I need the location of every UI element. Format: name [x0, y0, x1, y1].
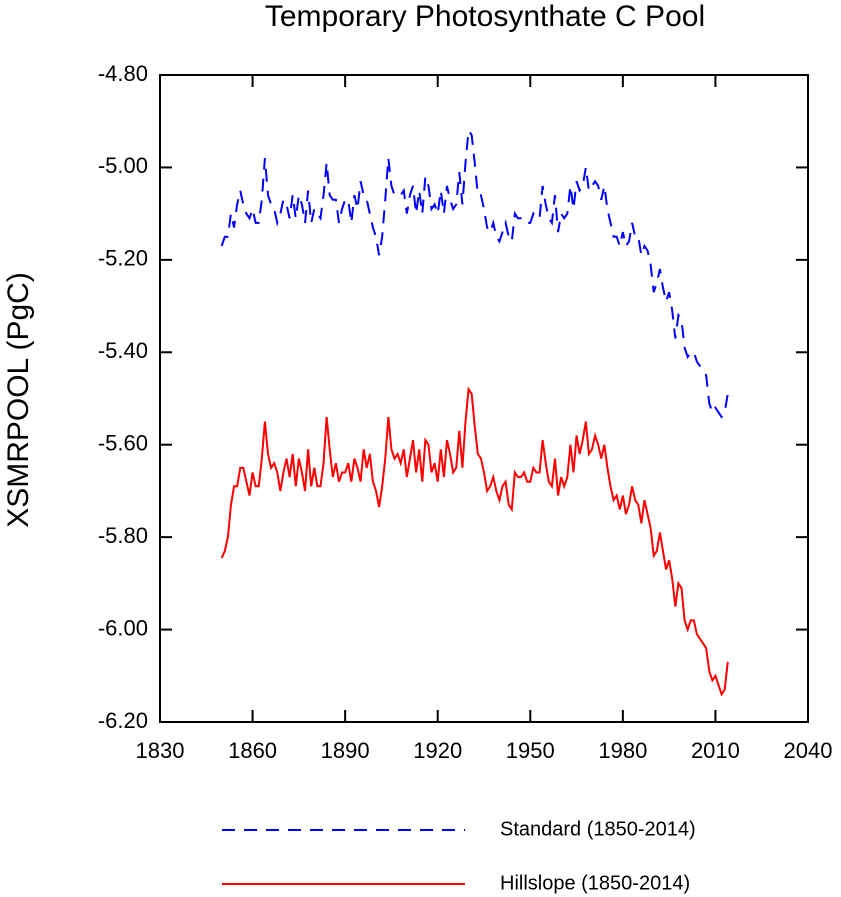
chart-title: Temporary Photosynthate C Pool [265, 0, 705, 33]
plot-frame [159, 74, 809, 723]
legend-label: Hillslope (1850-2014) [500, 872, 690, 894]
data-line [220, 127, 729, 419]
y-tick-label: -6.00 [98, 615, 148, 640]
y-tick-label: -4.80 [98, 61, 148, 86]
data-line [220, 386, 729, 697]
y-axis-label: XSMRPOOL (PgC) [2, 272, 35, 528]
y-tick-label: -5.60 [98, 431, 148, 456]
x-tick-label: 1980 [598, 738, 647, 763]
x-tick-label: 1950 [506, 738, 555, 763]
y-tick-label: -5.80 [98, 523, 148, 548]
x-tick-label: 1920 [413, 738, 462, 763]
x-tick-label: 1860 [228, 738, 277, 763]
legend-label: Standard (1850-2014) [500, 818, 696, 840]
x-tick-label: 1890 [321, 738, 370, 763]
y-tick-label: -5.00 [98, 153, 148, 178]
y-tick-label: -6.20 [98, 708, 148, 733]
x-tick-label: 2010 [691, 738, 740, 763]
y-tick-label: -5.40 [98, 338, 148, 363]
x-tick-label: 1830 [136, 738, 185, 763]
y-tick-label: -5.20 [98, 246, 148, 271]
x-tick-label: 2040 [784, 738, 833, 763]
